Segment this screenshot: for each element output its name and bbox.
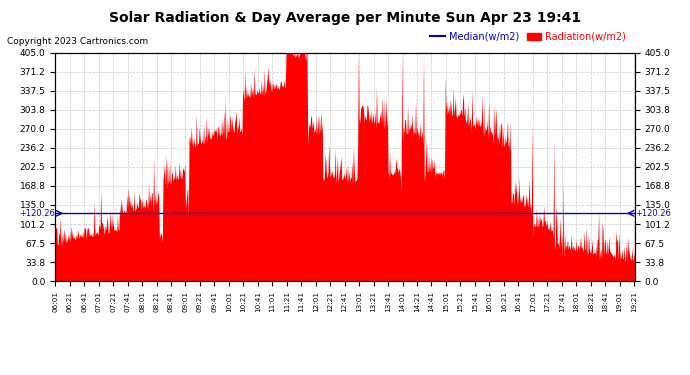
Legend: Median(w/m2), Radiation(w/m2): Median(w/m2), Radiation(w/m2): [426, 28, 630, 45]
Text: +120.26: +120.26: [635, 209, 671, 218]
Text: Solar Radiation & Day Average per Minute Sun Apr 23 19:41: Solar Radiation & Day Average per Minute…: [109, 11, 581, 25]
Text: Copyright 2023 Cartronics.com: Copyright 2023 Cartronics.com: [7, 38, 148, 46]
Text: +120.26: +120.26: [19, 209, 55, 218]
